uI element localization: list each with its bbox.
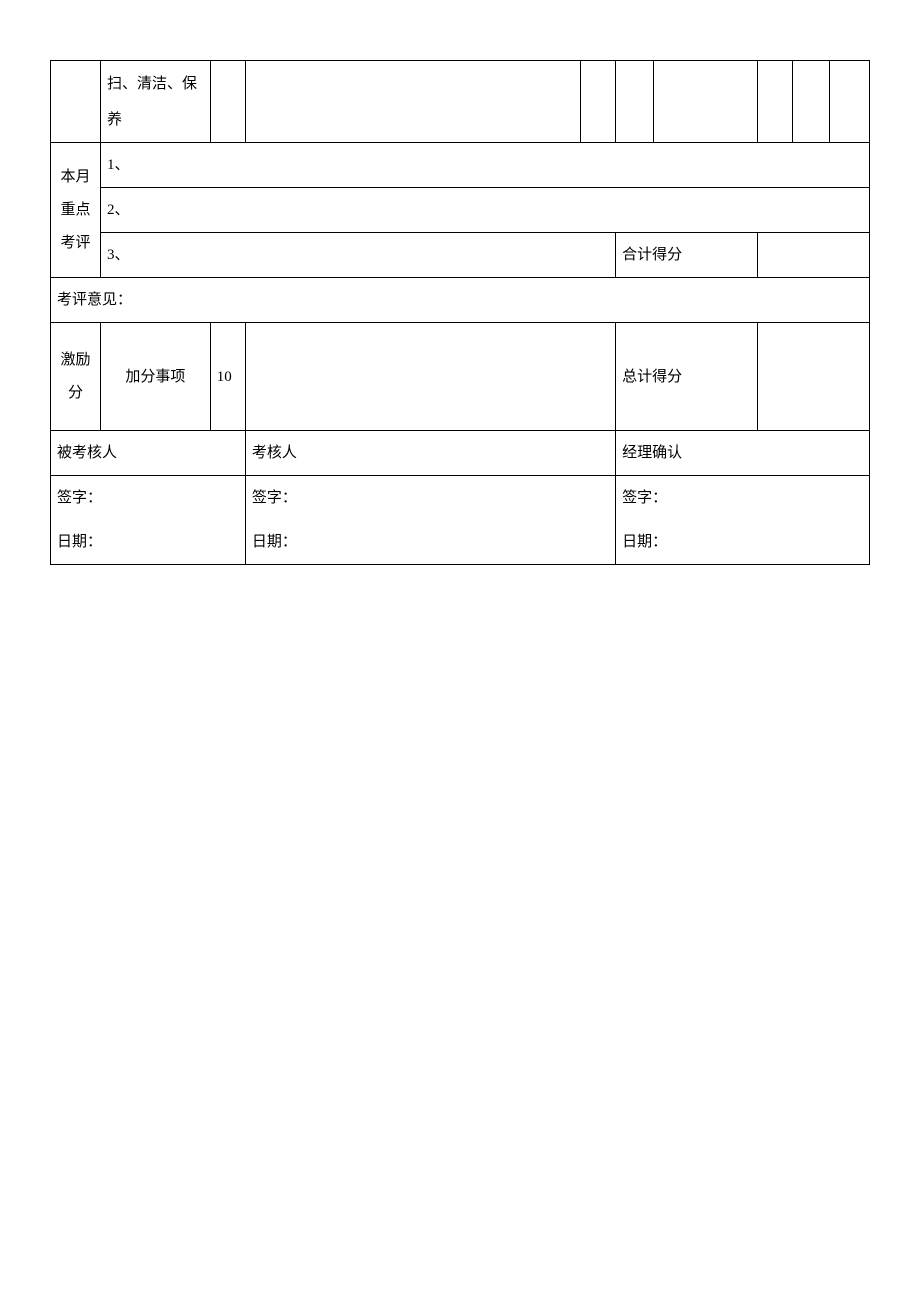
cell-row0-col4 (580, 61, 615, 143)
table-row: 日期： 日期： 日期： (51, 520, 870, 565)
signer-1-date: 日期： (51, 520, 246, 565)
signer-2-date: 日期： (245, 520, 615, 565)
subtotal-value (757, 233, 869, 278)
signer-2-title: 考核人 (245, 431, 615, 476)
signer-2-sign: 签字： (245, 476, 615, 521)
table-row: 签字： 签字： 签字： (51, 476, 870, 521)
signer-3-sign: 签字： (616, 476, 870, 521)
month-row-2: 2、 (100, 188, 869, 233)
table-row: 激励分 加分事项 10 总计得分 (51, 323, 870, 431)
total-label: 总计得分 (616, 323, 758, 431)
signer-1-sign: 签字： (51, 476, 246, 521)
incentive-desc (245, 323, 615, 431)
signer-1-title: 被考核人 (51, 431, 246, 476)
table-row: 2、 (51, 188, 870, 233)
opinion-label: 考评意见： (51, 278, 870, 323)
cell-row0-col7 (757, 61, 792, 143)
cell-row0-col0 (51, 61, 101, 143)
table-row: 被考核人 考核人 经理确认 (51, 431, 870, 476)
incentive-item-label: 加分事项 (100, 323, 210, 431)
incentive-score: 10 (210, 323, 245, 431)
month-row-1: 1、 (100, 143, 869, 188)
evaluation-table: 扫、清洁、保养 本月重点考评 1、 2、 3、 合计得分 考评意见： (50, 60, 870, 565)
table-row: 考评意见： (51, 278, 870, 323)
total-value (757, 323, 869, 431)
cell-row0-col6 (653, 61, 757, 143)
incentive-group-label: 激励分 (51, 323, 101, 431)
cell-row0-col5 (616, 61, 654, 143)
month-row-3: 3、 (100, 233, 615, 278)
cell-row0-col2 (210, 61, 245, 143)
month-key-label: 本月重点考评 (51, 143, 101, 278)
cell-row0-col3 (245, 61, 580, 143)
evaluation-table-container: 扫、清洁、保养 本月重点考评 1、 2、 3、 合计得分 考评意见： (50, 60, 870, 565)
table-row: 扫、清洁、保养 (51, 61, 870, 143)
table-row: 本月重点考评 1、 (51, 143, 870, 188)
signer-3-title: 经理确认 (616, 431, 870, 476)
cell-row0-col8 (792, 61, 829, 143)
cell-row0-col9 (829, 61, 869, 143)
table-row: 3、 合计得分 (51, 233, 870, 278)
signer-3-date: 日期： (616, 520, 870, 565)
cell-row0-col1: 扫、清洁、保养 (100, 61, 210, 143)
subtotal-label: 合计得分 (616, 233, 758, 278)
